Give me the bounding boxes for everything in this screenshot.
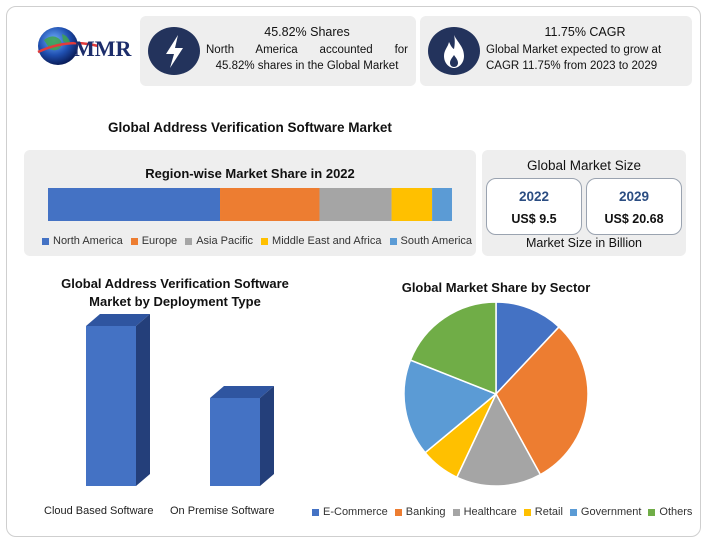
- deployment-bar-cloud-based-software: [86, 314, 150, 486]
- pie-slice-healthcare: [455, 392, 542, 487]
- shares-title: 45.82% Shares: [264, 25, 350, 39]
- legend-item-north-america: North America: [42, 235, 123, 247]
- legend-label: Asia Pacific: [196, 235, 254, 247]
- region-chart-title: Region-wise Market Share in 2022: [145, 166, 355, 181]
- legend-label: Others: [659, 506, 693, 518]
- market-size-2022-box: 2022 US$ 9.5: [486, 178, 582, 235]
- cagr-body-line-1: Global Market expected to grow at: [486, 44, 662, 56]
- deployment-title-line-2: Market by Deployment Type: [89, 294, 261, 309]
- deployment-category-label: Cloud Based Software: [44, 505, 154, 517]
- region-legend: North America Europe Asia Pacific Middle Ea…: [42, 235, 472, 247]
- cagr-info-card: 11.75% CAGR Global Market expected to gr…: [420, 16, 692, 86]
- legend-item-healthcare: Healthcare: [452, 506, 517, 518]
- legend-item-e-commerce: E-Commerce: [312, 506, 388, 518]
- market-size-2029-box: 2029 US$ 20.68: [586, 178, 682, 235]
- cagr-body-line-2: CAGR 11.75% from 2023 to 2029: [486, 60, 658, 72]
- legend-swatch: [394, 508, 402, 516]
- lightning-bolt-icon: [148, 27, 200, 75]
- shares-body-line-1: North America accounted for: [206, 44, 408, 56]
- pie-slice-banking: [495, 325, 589, 476]
- deployment-category-label: On Premise Software: [170, 505, 275, 517]
- legend-label: Europe: [141, 235, 178, 247]
- deployment-chart-title: Global Address Verification Software Mar…: [40, 275, 310, 311]
- region-bar-segment-south-america: [432, 188, 452, 221]
- legend-swatch: [569, 508, 577, 516]
- market-size-value: US$ 20.68: [604, 212, 664, 226]
- legend-item-banking: Banking: [394, 506, 446, 518]
- legend-label: Retail: [534, 506, 563, 518]
- sector-chart-title: Global Market Share by Sector: [401, 280, 591, 295]
- mmr-logo: MMR: [34, 22, 134, 70]
- region-bar-segment-north-america: [48, 188, 221, 221]
- legend-swatch: [185, 237, 193, 245]
- legend-swatch: [42, 237, 49, 245]
- globe-icon: [37, 27, 99, 65]
- deployment-bar-chart: [86, 314, 274, 486]
- main-title: Global Address Verification Software Mar…: [108, 120, 392, 135]
- deployment-title-line-1: Global Address Verification Software: [61, 276, 289, 291]
- sector-legend: E-Commerce Banking Healthcare Retail Governm…: [312, 506, 692, 518]
- market-size-title: Global Market Size: [526, 158, 642, 173]
- legend-swatch: [452, 508, 460, 516]
- legend-label: South America: [400, 235, 473, 247]
- legend-swatch: [389, 237, 397, 245]
- region-bar-segment-middle-east-and-africa: [391, 188, 433, 221]
- legend-label: Banking: [405, 506, 446, 518]
- flame-icon: [428, 27, 480, 75]
- sector-pie-chart: [403, 301, 589, 487]
- legend-label: E-Commerce: [323, 506, 388, 518]
- deployment-bar-on-premise-software: [210, 386, 274, 486]
- legend-swatch: [261, 237, 269, 245]
- shares-body: North America accounted for 45.82% share…: [206, 42, 408, 74]
- legend-swatch: [130, 237, 138, 245]
- pie-slice-others: [409, 301, 497, 396]
- region-stacked-bar: [48, 188, 452, 221]
- legend-label: Middle East and Africa: [272, 235, 382, 247]
- shares-info-card: 45.82% Shares North America accounted fo…: [140, 16, 416, 86]
- shares-body-line-2: 45.82% shares in the Global Market: [215, 60, 399, 72]
- legend-label: Healthcare: [463, 506, 517, 518]
- legend-item-europe: Europe: [130, 235, 178, 247]
- market-size-year: 2029: [618, 189, 650, 204]
- legend-item-asia-pacific: Asia Pacific: [185, 235, 253, 247]
- legend-label: North America: [53, 235, 123, 247]
- market-size-value: US$ 9.5: [511, 212, 557, 226]
- region-bar-segment-asia-pacific: [319, 188, 392, 221]
- infographic-frame: [6, 6, 701, 537]
- market-size-footer: Market Size in Billion: [525, 236, 642, 250]
- pie-slice-e-commerce: [495, 301, 561, 396]
- cagr-body: Global Market expected to grow at CAGR 1…: [486, 42, 684, 74]
- legend-item-south-america: South America: [389, 235, 473, 247]
- legend-label: Government: [580, 506, 642, 518]
- legend-item-others: Others: [648, 506, 692, 518]
- legend-item-middle-east-and-africa: Middle East and Africa: [261, 235, 382, 247]
- pie-slice-government: [403, 359, 498, 454]
- legend-swatch: [523, 508, 531, 516]
- legend-swatch: [648, 508, 656, 516]
- legend-item-retail: Retail: [523, 506, 563, 518]
- logo-text: MMR: [74, 36, 132, 61]
- legend-item-government: Government: [569, 506, 642, 518]
- market-size-year: 2022: [518, 189, 550, 204]
- cagr-title: 11.75% CAGR: [544, 25, 626, 39]
- legend-swatch: [312, 508, 319, 516]
- region-bar-segment-europe: [220, 188, 320, 221]
